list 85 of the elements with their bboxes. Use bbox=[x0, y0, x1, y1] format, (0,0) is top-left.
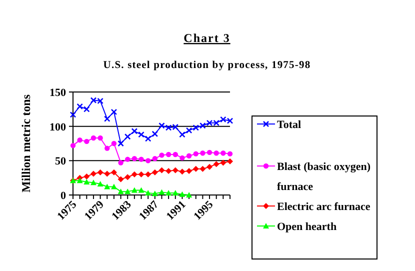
point bbox=[220, 150, 226, 156]
y-tick-label: 50 bbox=[55, 156, 66, 168]
point bbox=[104, 146, 110, 151]
point bbox=[200, 166, 206, 172]
legend-label: Blast (basic oxygen) furnace bbox=[277, 161, 371, 193]
legend-label: Open hearth bbox=[277, 221, 337, 233]
point bbox=[118, 160, 124, 166]
point bbox=[152, 169, 158, 176]
point bbox=[111, 140, 117, 146]
legend-label: Total bbox=[277, 119, 302, 131]
point bbox=[179, 191, 186, 197]
point bbox=[145, 171, 152, 178]
point bbox=[172, 152, 178, 158]
point bbox=[124, 188, 131, 194]
point bbox=[144, 136, 152, 142]
point bbox=[166, 152, 172, 158]
point bbox=[152, 156, 158, 162]
point bbox=[145, 190, 152, 196]
point bbox=[213, 161, 220, 168]
point bbox=[172, 167, 178, 174]
point bbox=[118, 176, 124, 182]
legend-label: Electric arc furnace bbox=[277, 201, 370, 213]
point bbox=[227, 151, 233, 156]
point bbox=[192, 166, 199, 172]
chart-title: Chart 3 bbox=[184, 31, 230, 45]
point bbox=[227, 158, 233, 164]
point bbox=[158, 189, 165, 195]
point bbox=[138, 187, 144, 193]
y-tick-label: 100 bbox=[50, 121, 66, 134]
point bbox=[84, 178, 90, 184]
point bbox=[206, 164, 213, 170]
point bbox=[90, 180, 96, 186]
point bbox=[97, 181, 104, 187]
point bbox=[90, 135, 96, 141]
chart-subtitle: U.S. steel production by process, 1975-98 bbox=[103, 60, 311, 71]
point bbox=[125, 156, 130, 162]
point bbox=[110, 169, 117, 176]
point bbox=[206, 150, 212, 156]
point bbox=[166, 168, 172, 174]
point bbox=[90, 170, 96, 177]
point bbox=[98, 135, 103, 141]
point bbox=[138, 156, 144, 162]
point bbox=[193, 151, 198, 156]
point bbox=[70, 142, 76, 148]
point bbox=[166, 190, 172, 196]
y-tick-label: 0 bbox=[60, 190, 66, 202]
point bbox=[179, 168, 186, 175]
point bbox=[145, 158, 151, 164]
point bbox=[131, 171, 138, 178]
point bbox=[180, 155, 185, 161]
point bbox=[131, 187, 138, 193]
point bbox=[172, 190, 178, 196]
point bbox=[152, 130, 158, 138]
point bbox=[158, 167, 165, 174]
point bbox=[124, 133, 131, 140]
point bbox=[186, 127, 192, 134]
point bbox=[104, 184, 110, 190]
point bbox=[118, 140, 124, 147]
point bbox=[186, 192, 192, 198]
point bbox=[132, 156, 138, 162]
point bbox=[84, 138, 90, 144]
point bbox=[186, 153, 192, 158]
point bbox=[84, 173, 90, 180]
point bbox=[104, 116, 110, 122]
point bbox=[110, 184, 117, 190]
point bbox=[220, 160, 226, 166]
y-tick-label: 150 bbox=[50, 87, 66, 99]
point bbox=[131, 128, 138, 134]
point bbox=[97, 169, 104, 176]
point bbox=[110, 108, 118, 116]
point bbox=[124, 174, 131, 180]
point bbox=[104, 170, 110, 177]
point bbox=[138, 131, 144, 138]
point bbox=[179, 131, 186, 138]
point bbox=[186, 168, 192, 174]
point bbox=[77, 137, 82, 143]
point bbox=[118, 188, 124, 194]
y-axis-title: Million metric tons bbox=[19, 94, 33, 192]
point bbox=[214, 150, 219, 156]
point bbox=[152, 190, 158, 196]
point bbox=[200, 150, 206, 156]
point bbox=[138, 171, 144, 178]
point bbox=[76, 178, 83, 184]
point bbox=[70, 112, 76, 118]
point bbox=[159, 152, 164, 158]
